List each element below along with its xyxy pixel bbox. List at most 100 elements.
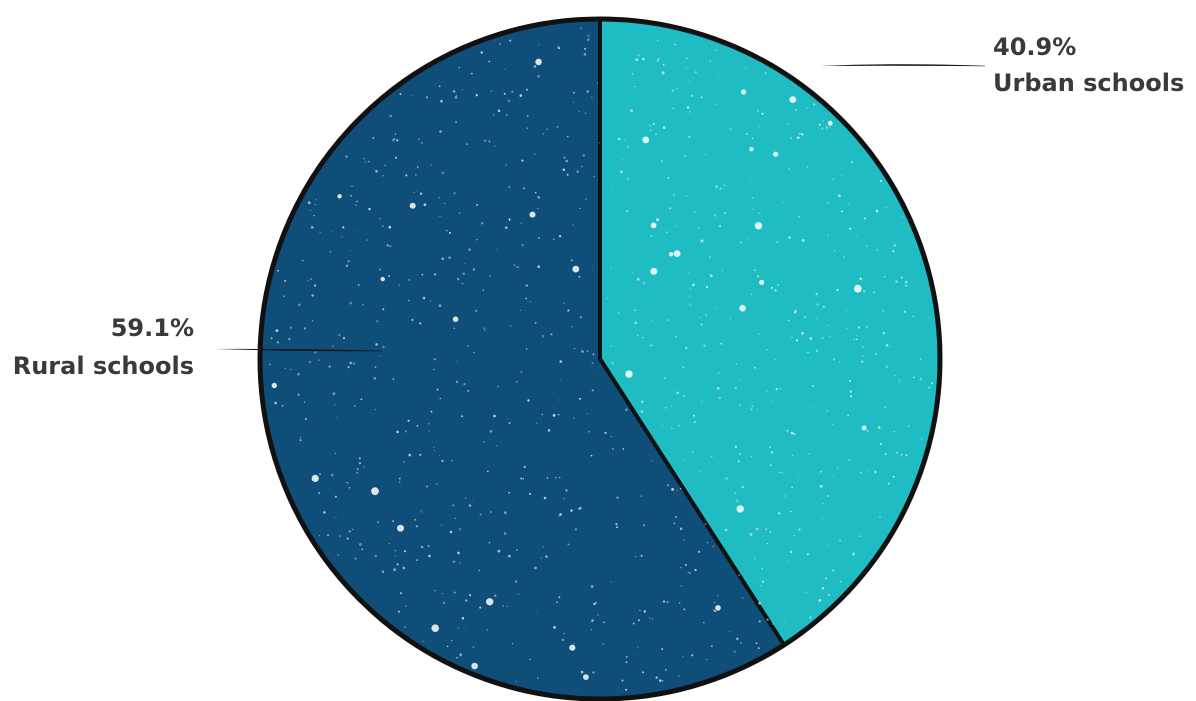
- speckle-dot: [692, 414, 696, 417]
- speckle-dot: [684, 154, 687, 157]
- speckle-dot: [781, 471, 783, 474]
- speckle-dot: [703, 622, 705, 624]
- speckle-dot: [526, 127, 528, 129]
- speckle-dot: [319, 473, 321, 476]
- speckle-dot: [533, 65, 537, 68]
- speckle-dot: [275, 329, 279, 332]
- speckle-dot: [535, 611, 537, 613]
- speckle-dot: [341, 236, 343, 238]
- speckle-dot: [788, 561, 790, 563]
- speckle-dot: [408, 453, 412, 457]
- speckle-dot: [581, 350, 584, 353]
- speckle-dot: [271, 382, 277, 389]
- speckle-dot: [636, 278, 640, 281]
- speckle-dot: [397, 610, 400, 613]
- speckle-dot: [332, 392, 336, 396]
- speckle-dot: [620, 170, 623, 174]
- speckle-dot: [678, 675, 680, 677]
- speckle-dot: [662, 600, 666, 603]
- speckle-dot: [751, 405, 754, 408]
- speckle-dot: [520, 222, 522, 224]
- speckle-dot: [484, 329, 486, 332]
- speckle-dot: [483, 327, 486, 330]
- speckle-dot: [546, 477, 549, 479]
- speckle-dot: [358, 462, 362, 465]
- speckle-dot: [615, 523, 618, 526]
- speckle-dot: [552, 238, 555, 241]
- speckle-dot: [669, 207, 672, 210]
- speckle-dot: [882, 331, 886, 335]
- speckle-dot: [879, 442, 883, 445]
- speckle-dot: [866, 429, 869, 433]
- speckle-dot: [580, 670, 584, 674]
- speckle-dot: [683, 608, 686, 611]
- speckle-dot: [611, 183, 613, 185]
- speckle-dot: [569, 644, 576, 651]
- speckle-dot: [311, 294, 314, 297]
- speckle-dot: [323, 511, 326, 514]
- speckle-dot: [674, 43, 676, 46]
- speckle-dot: [818, 474, 820, 476]
- speckle-dot: [407, 419, 410, 422]
- speckle-dot: [766, 349, 768, 351]
- speckle-dot: [700, 401, 703, 403]
- speckle-dot: [779, 388, 781, 390]
- speckle-dot: [671, 89, 674, 92]
- speckle-dot: [471, 662, 478, 670]
- speckle-dot: [590, 454, 593, 457]
- speckle-dot: [489, 429, 493, 433]
- speckle-dot: [537, 196, 540, 199]
- speckle-dot: [734, 445, 737, 448]
- speckle-dot: [761, 580, 765, 583]
- speckle-dot: [334, 452, 336, 454]
- speckle-dot: [420, 545, 423, 548]
- speckle-dot: [625, 370, 633, 378]
- speckle-dot: [507, 99, 511, 103]
- speckle-dot: [289, 326, 292, 329]
- speckle-dot: [525, 284, 529, 287]
- speckle-dot: [912, 315, 914, 318]
- speckle-dot: [825, 126, 828, 129]
- speckle-dot: [640, 495, 643, 497]
- speckle-dot: [706, 541, 709, 544]
- speckle-dot: [739, 241, 743, 244]
- speckle-dot: [789, 137, 793, 140]
- speckle-dot: [537, 75, 540, 78]
- speckle-dot: [572, 224, 574, 226]
- speckle-dot: [801, 133, 804, 136]
- speckle-dot: [462, 89, 464, 90]
- speckle-dot: [586, 38, 590, 42]
- speckle-dot: [797, 476, 799, 478]
- speckle-dot: [769, 446, 771, 448]
- speckle-dot: [557, 46, 560, 49]
- speckle-dot: [679, 487, 682, 490]
- speckle-dot: [299, 436, 302, 439]
- speckle-dot: [749, 177, 751, 179]
- speckle-dot: [661, 71, 665, 75]
- speckle-dot: [356, 468, 359, 471]
- speckle-dot: [900, 453, 903, 456]
- speckle-dot: [476, 203, 479, 207]
- speckle-dot: [468, 504, 472, 507]
- speckle-dot: [480, 51, 483, 54]
- speckle-dot: [319, 535, 320, 537]
- speckle-dot: [576, 170, 579, 173]
- speckle-dot: [416, 166, 419, 168]
- speckle-dot: [606, 297, 609, 300]
- speckle-dot: [384, 164, 387, 167]
- speckle-dot: [517, 266, 520, 268]
- speckle-dot: [630, 109, 633, 112]
- speckle-dot: [452, 316, 459, 323]
- speckle-dot: [714, 103, 717, 105]
- speckle-dot: [430, 410, 433, 413]
- speckle-dot: [801, 331, 804, 335]
- speckle-dot: [650, 234, 653, 237]
- speckle-dot: [652, 122, 655, 126]
- speckle-dot: [749, 147, 754, 152]
- speckle-dot: [753, 269, 756, 272]
- speckle-dot: [661, 424, 663, 426]
- speckle-dot: [827, 593, 830, 596]
- speckle-dot: [454, 96, 458, 99]
- speckle-dot: [757, 110, 759, 112]
